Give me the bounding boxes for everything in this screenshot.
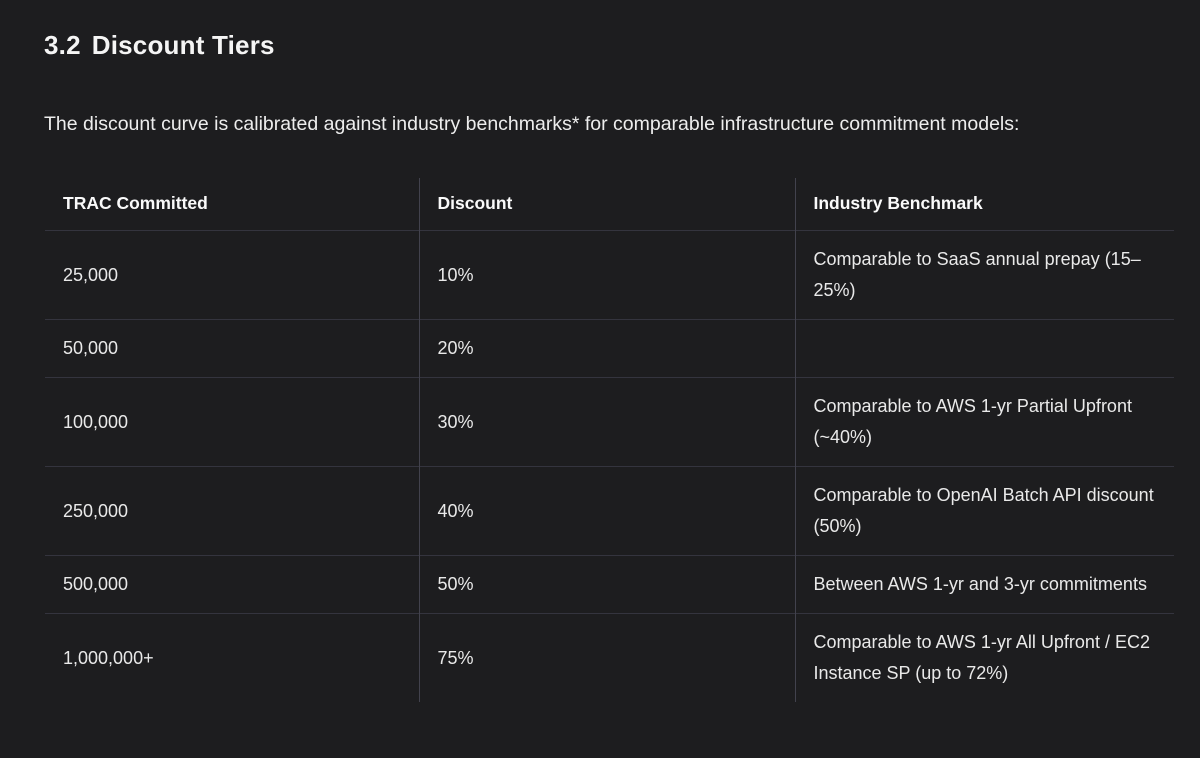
- cell-benchmark: Comparable to AWS 1-yr All Upfront / EC2…: [813, 632, 1150, 683]
- cell-discount: 20%: [419, 319, 796, 378]
- table-row: 500,000 50% Between AWS 1-yr and 3-yr co…: [45, 555, 1174, 614]
- section-title: Discount Tiers: [91, 30, 275, 60]
- cell-discount: 40%: [419, 466, 796, 556]
- cell-benchmark: Comparable to AWS 1-yr Partial Upfront (…: [813, 396, 1132, 447]
- intro-paragraph: The discount curve is calibrated against…: [44, 113, 1020, 135]
- cell-trac: 25,000: [45, 230, 420, 320]
- cell-discount: 30%: [419, 377, 796, 467]
- cell-benchmark: Comparable to SaaS annual prepay (15–25%…: [813, 249, 1141, 300]
- discount-tiers-table: TRAC Committed Discount Industry Benchma…: [45, 178, 1174, 702]
- column-header-trac-committed: TRAC Committed: [45, 178, 420, 231]
- cell-benchmark: [795, 320, 1174, 378]
- cell-discount: 10%: [419, 230, 796, 320]
- cell-trac: 50,000: [45, 319, 420, 378]
- table-body: 25,000 10% Comparable to SaaS annual pre…: [45, 230, 1174, 702]
- table-row: 1,000,000+ 75% Comparable to AWS 1-yr Al…: [45, 613, 1174, 702]
- section-number: 3.2: [44, 30, 81, 60]
- section-heading: 3.2 Discount Tiers: [44, 30, 1173, 61]
- table-row: 100,000 30% Comparable to AWS 1-yr Parti…: [45, 377, 1174, 467]
- column-header-discount: Discount: [419, 178, 796, 231]
- cell-trac: 1,000,000+: [45, 613, 420, 702]
- cell-trac: 500,000: [45, 555, 420, 614]
- table-row: 25,000 10% Comparable to SaaS annual pre…: [45, 230, 1174, 320]
- cell-trac: 100,000: [45, 377, 420, 467]
- table-row: 50,000 20%: [45, 319, 1174, 378]
- table-row: 250,000 40% Comparable to OpenAI Batch A…: [45, 466, 1174, 556]
- table-header: TRAC Committed Discount Industry Benchma…: [45, 178, 1174, 231]
- column-header-industry-benchmark: Industry Benchmark: [813, 193, 983, 213]
- cell-trac: 250,000: [45, 466, 420, 556]
- cell-benchmark: Comparable to OpenAI Batch API discount …: [813, 485, 1154, 536]
- header-row: TRAC Committed Discount Industry Benchma…: [45, 178, 1174, 231]
- cell-benchmark: Between AWS 1-yr and 3-yr commitments: [813, 574, 1147, 594]
- cell-discount: 75%: [419, 613, 796, 702]
- cell-discount: 50%: [419, 555, 796, 614]
